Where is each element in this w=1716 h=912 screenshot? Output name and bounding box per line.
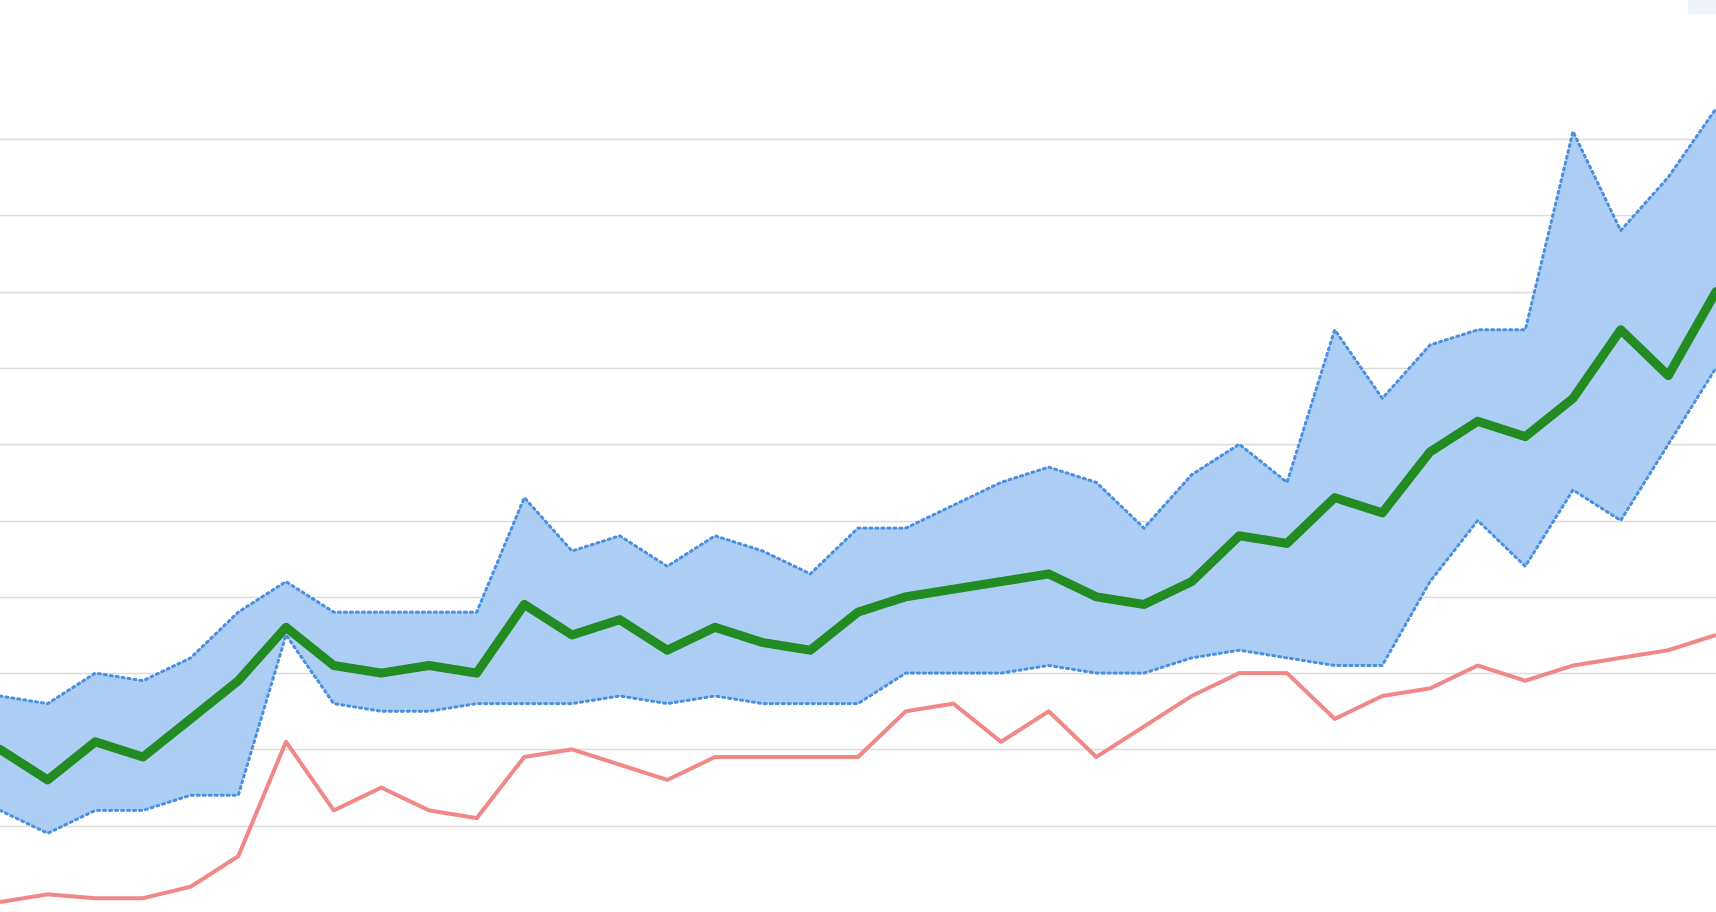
band-upper-edge (0, 107, 1716, 706)
band-lower-edge (0, 366, 1716, 835)
main-series-line (0, 287, 1716, 785)
series-lines (0, 287, 1716, 904)
corner-indicator (1688, 0, 1716, 14)
secondary-series-line (0, 633, 1716, 904)
band-area (0, 108, 1716, 834)
confidence-band (0, 107, 1716, 835)
